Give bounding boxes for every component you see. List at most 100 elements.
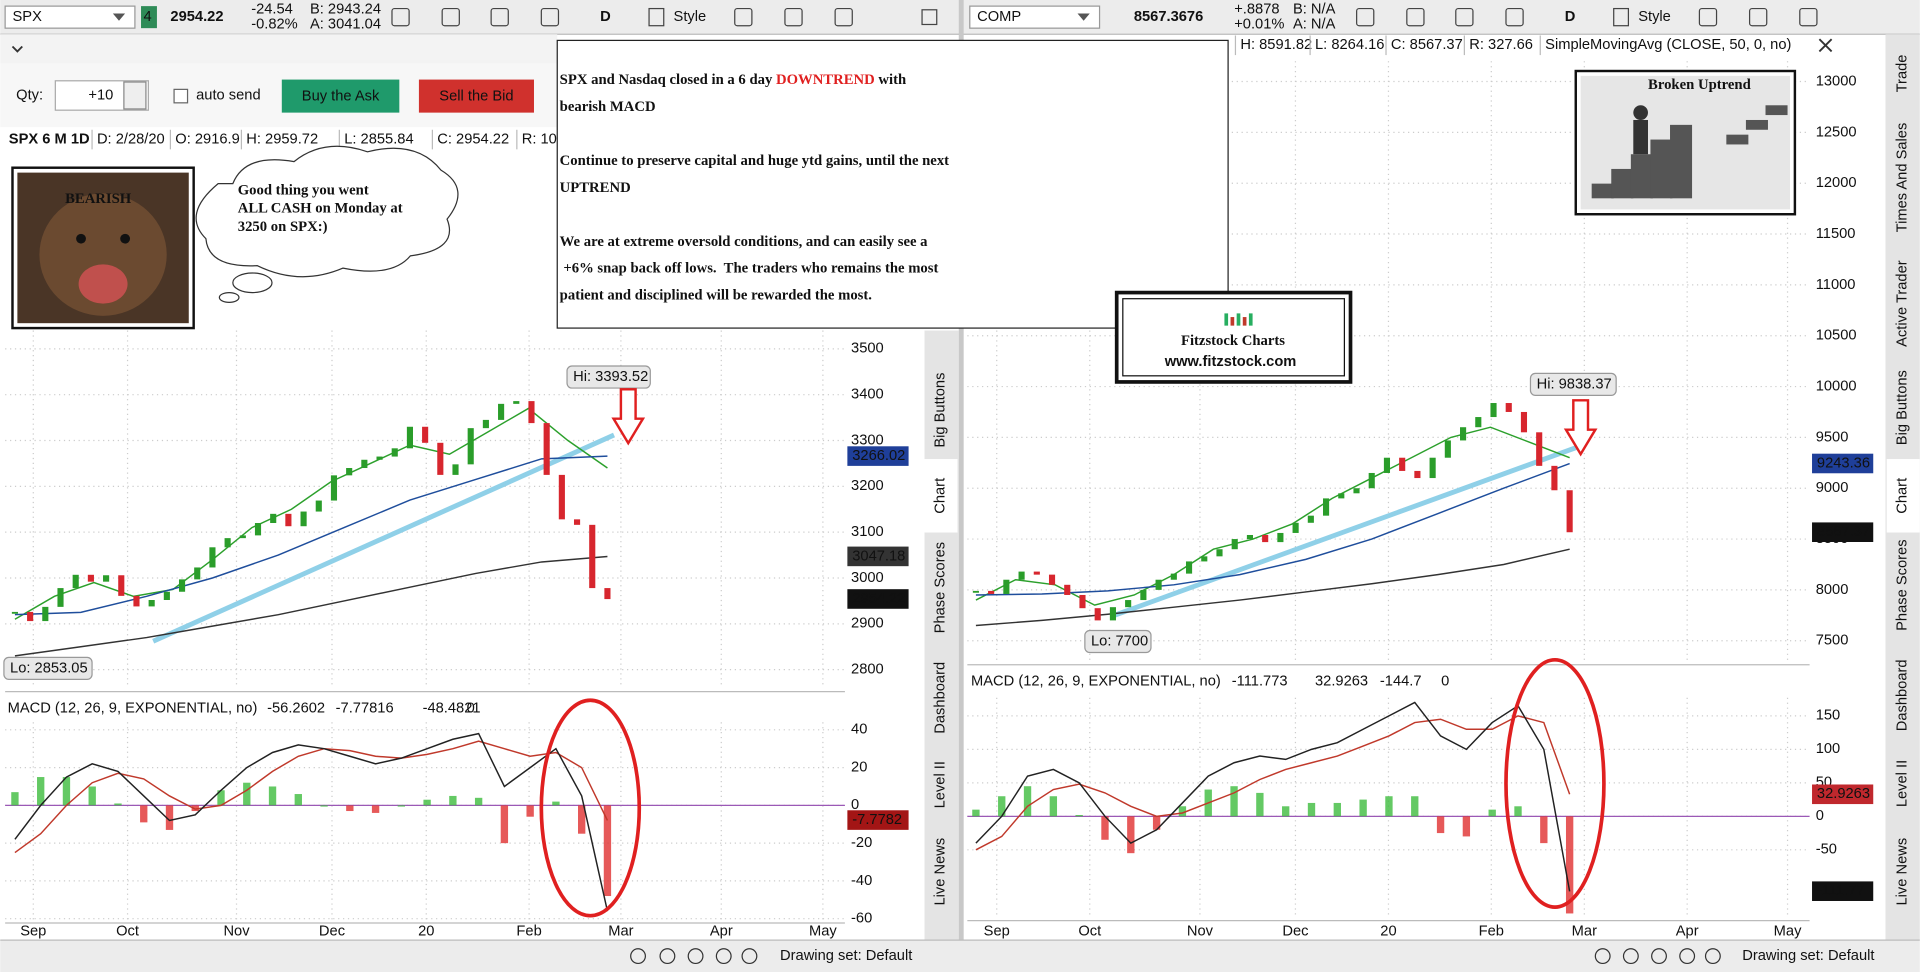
candle xyxy=(1490,403,1497,418)
style[interactable]: Style xyxy=(674,9,707,25)
candle xyxy=(1003,579,1010,594)
symbol-box[interactable] xyxy=(4,5,136,29)
logo-bar xyxy=(1236,313,1241,326)
link-badge-text: 4 xyxy=(143,9,151,25)
qty-spinner[interactable] xyxy=(123,81,147,110)
drawing-set[interactable]: Drawing set: Default xyxy=(780,948,912,964)
chart-info: H: 8591.82 xyxy=(1240,37,1312,53)
side-tab[interactable]: Active Trader xyxy=(1894,260,1910,347)
zoom-tool-icon[interactable] xyxy=(1704,948,1721,965)
period[interactable]: D xyxy=(600,9,611,25)
zoom-tool-icon[interactable] xyxy=(1594,948,1611,965)
tool-icon[interactable] xyxy=(734,7,753,27)
candle xyxy=(194,567,201,580)
moving-average xyxy=(14,555,608,657)
auto-send-checkbox[interactable] xyxy=(173,88,189,104)
period[interactable]: D xyxy=(1565,9,1576,25)
side-tab[interactable]: Times And Sales xyxy=(1894,123,1910,233)
candle xyxy=(1383,457,1391,473)
style-icon[interactable] xyxy=(1613,7,1630,27)
extreme-label-box xyxy=(3,656,93,681)
side-tab[interactable]: Phase Scores xyxy=(932,542,948,633)
buy-button[interactable] xyxy=(281,79,400,113)
style-icon[interactable] xyxy=(648,7,665,27)
macd-histogram-bar xyxy=(1230,786,1238,817)
macd-info: 0 xyxy=(467,701,475,717)
macd-info: 32.9263 xyxy=(1315,674,1368,690)
candle xyxy=(437,442,444,475)
x-tick-label: Sep xyxy=(984,923,1010,939)
macd-info: MACD (12, 26, 9, EXPONENTIAL, no) xyxy=(8,701,258,717)
symbol-box[interactable] xyxy=(969,5,1101,29)
down-arrow xyxy=(611,388,646,446)
tool-icon[interactable] xyxy=(784,7,803,27)
tool-icon[interactable] xyxy=(540,7,560,27)
price-marker-label: 9243.36 xyxy=(1817,455,1870,471)
side-tab[interactable]: Dashboard xyxy=(932,662,948,734)
tool-icon[interactable] xyxy=(391,7,410,27)
zoom-tool-icon[interactable] xyxy=(659,948,676,965)
sell-button-label[interactable]: Sell the Bid xyxy=(439,89,513,105)
candle xyxy=(254,523,262,536)
macd-histogram-bar xyxy=(449,795,457,806)
y-tick-label: 3100 xyxy=(851,524,884,540)
tool-icon[interactable] xyxy=(1406,7,1425,27)
candle xyxy=(1155,579,1162,590)
tool-icon[interactable] xyxy=(834,7,853,27)
style[interactable]: Style xyxy=(1638,9,1671,25)
y-tick-label: 9000 xyxy=(1816,480,1849,496)
side-tab[interactable]: Chart xyxy=(1894,478,1910,514)
x-tick-label: May xyxy=(809,923,837,939)
candle xyxy=(118,575,125,596)
tool-icon[interactable] xyxy=(1698,7,1718,27)
tool-icon[interactable] xyxy=(1356,7,1375,27)
zoom-tool-icon[interactable] xyxy=(630,948,646,965)
side-tab[interactable]: Big Buttons xyxy=(932,373,948,448)
zoom-tool-icon[interactable] xyxy=(1679,948,1696,965)
side-tab[interactable]: Trade xyxy=(1894,55,1910,93)
tool-icon[interactable] xyxy=(1455,7,1474,27)
macd-histogram-bar xyxy=(1127,816,1135,854)
tool-icon[interactable] xyxy=(490,7,509,27)
macd-info: 0 xyxy=(1441,674,1449,690)
logo-inner xyxy=(1122,298,1346,377)
extreme-label: Hi: 9838.37 xyxy=(1537,376,1612,392)
chart-info: L: 2855.84 xyxy=(344,131,413,147)
macd-histogram-bar xyxy=(1385,796,1393,817)
zoom-tool-icon[interactable] xyxy=(687,948,704,965)
side-tab[interactable]: Level II xyxy=(1894,760,1910,807)
macd-histogram-bar xyxy=(320,805,328,807)
side-tab[interactable]: Big Buttons xyxy=(1894,370,1910,445)
side-tab[interactable]: Level II xyxy=(932,761,948,808)
zoom-tool-icon[interactable] xyxy=(1651,948,1667,965)
buy-button-label[interactable]: Buy the Ask xyxy=(302,89,380,105)
drawing-set[interactable]: Drawing set: Default xyxy=(1742,948,1874,964)
tool-icon[interactable] xyxy=(1799,7,1818,27)
candle xyxy=(1399,457,1406,471)
y-tick-label: 7500 xyxy=(1816,633,1849,649)
x-tick-label: Oct xyxy=(1078,923,1101,939)
side-tab[interactable]: Live News xyxy=(932,838,948,906)
sell-button[interactable] xyxy=(418,79,534,113)
candle xyxy=(224,538,231,548)
zoom-tool-icon[interactable] xyxy=(741,948,758,965)
side-tab[interactable]: Phase Scores xyxy=(1894,539,1910,630)
close-icon xyxy=(1818,38,1833,53)
tool-icon[interactable] xyxy=(1505,7,1524,27)
tool-icon[interactable] xyxy=(1748,7,1768,27)
zoom-tool-icon[interactable] xyxy=(1622,948,1639,965)
macd-marker xyxy=(1812,881,1874,901)
tool-icon[interactable] xyxy=(441,7,460,27)
candle xyxy=(1079,594,1086,609)
side-tab[interactable]: Dashboard xyxy=(1894,659,1910,731)
side-tab[interactable]: Live News xyxy=(1894,838,1910,906)
x-tick-label: Feb xyxy=(516,923,541,939)
net-change-pct: -0.82% xyxy=(251,16,298,32)
macd-histogram-bar xyxy=(217,790,225,806)
qty-value[interactable]: +10 xyxy=(88,87,113,103)
menu-icon[interactable] xyxy=(921,9,938,26)
macd-info: -56.2602 xyxy=(267,701,325,717)
y-tick-label: 2800 xyxy=(851,662,884,678)
side-tab[interactable]: Chart xyxy=(932,478,948,514)
zoom-tool-icon[interactable] xyxy=(715,948,732,965)
